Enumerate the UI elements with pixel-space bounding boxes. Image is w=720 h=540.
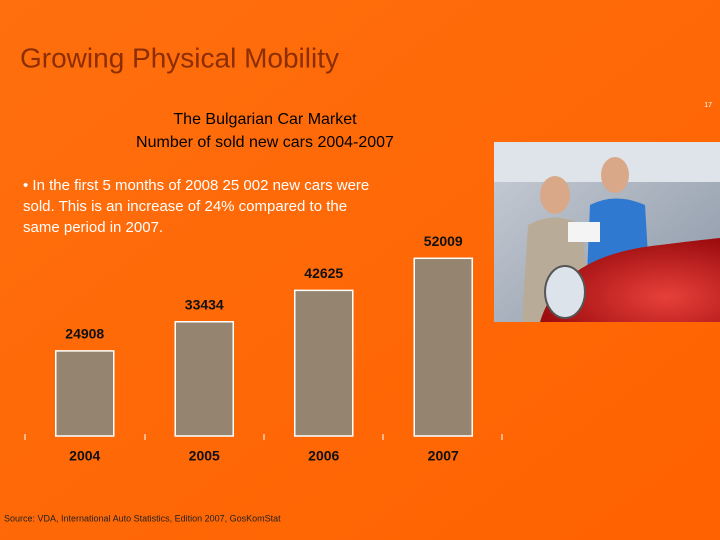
- value-label: 33434: [185, 296, 224, 312]
- source-note: Source: VDA, International Auto Statisti…: [4, 513, 281, 523]
- value-label: 24908: [65, 326, 104, 342]
- bullet-line: sold. This is an increase of 24% compare…: [23, 198, 347, 215]
- value-label: 52009: [424, 233, 463, 249]
- photo: [494, 142, 720, 322]
- bullet-line: • In the first 5 months of 2008 25 002 n…: [23, 177, 369, 194]
- x-axis-ticks: [24, 434, 503, 440]
- chart-title: The Bulgarian Car Market: [173, 111, 357, 128]
- chart-subtitle: Number of sold new cars 2004-2007: [136, 134, 394, 151]
- x-tick-label: 2004: [69, 448, 100, 464]
- page-number: 17: [704, 102, 712, 109]
- bullet-line: same period in 2007.: [23, 219, 163, 236]
- bar: [294, 289, 354, 437]
- x-tick-label: 2007: [428, 448, 459, 464]
- x-tick-label: 2006: [308, 448, 339, 464]
- bar: [174, 321, 234, 437]
- value-label: 42625: [304, 265, 343, 281]
- x-tick-label: 2005: [189, 448, 220, 464]
- bar: [55, 350, 115, 437]
- bar: [413, 257, 473, 437]
- slide-title: Growing Physical Mobility: [20, 42, 339, 73]
